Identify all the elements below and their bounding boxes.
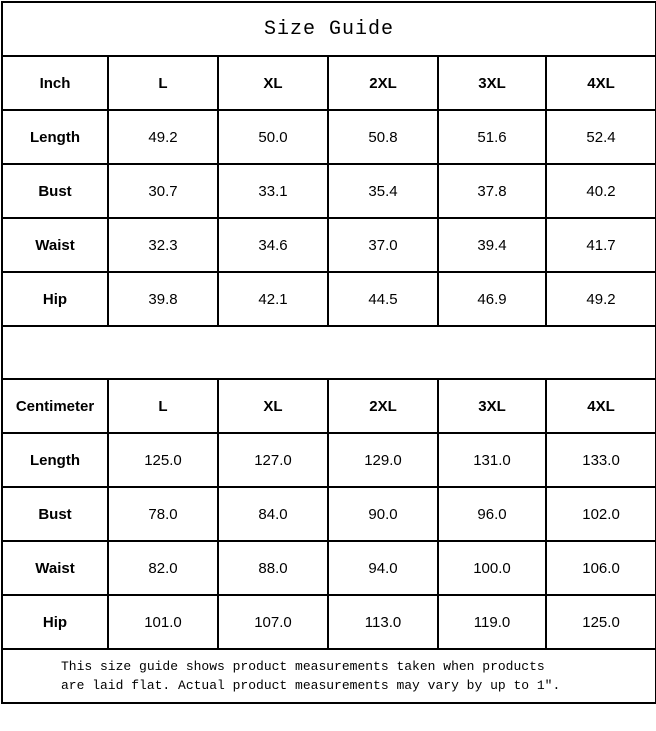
- measurement-value: 119.0: [437, 594, 547, 650]
- row-label-length: Length: [1, 109, 109, 165]
- size-column-header: L: [107, 55, 219, 111]
- measurement-value: 100.0: [437, 540, 547, 596]
- measurement-value: 113.0: [327, 594, 439, 650]
- row-label-bust: Bust: [1, 163, 109, 219]
- measurement-value: 129.0: [327, 432, 439, 488]
- measurement-value: 39.8: [107, 271, 219, 327]
- size-column-header: 4XL: [544, 378, 656, 434]
- measurement-value: 78.0: [107, 486, 219, 542]
- measurement-value: 88.0: [217, 540, 329, 596]
- measurement-value: 35.4: [327, 163, 439, 219]
- measurement-value: 52.4: [544, 109, 656, 165]
- measurement-value: 102.0: [544, 486, 656, 542]
- measurement-value: 41.7: [544, 217, 656, 273]
- size-column-header: 4XL: [544, 55, 656, 111]
- row-label-hip: Hip: [1, 594, 109, 650]
- size-column-header: 2XL: [327, 378, 439, 434]
- size-column-header: 3XL: [437, 378, 547, 434]
- measurement-value: 125.0: [544, 594, 656, 650]
- unit-header-centimeter: Centimeter: [1, 378, 109, 434]
- measurement-value: 33.1: [217, 163, 329, 219]
- size-column-header: XL: [217, 55, 329, 111]
- measurement-value: 32.3: [107, 217, 219, 273]
- unit-header-inch: Inch: [1, 55, 109, 111]
- row-label-waist: Waist: [1, 217, 109, 273]
- size-column-header: 3XL: [437, 55, 547, 111]
- size-guide-title: Size Guide: [0, 1, 656, 57]
- table-row: Hip 101.0 107.0 113.0 119.0 125.0: [1, 594, 656, 650]
- row-label-waist: Waist: [1, 540, 109, 596]
- table-row: Length 125.0 127.0 129.0 131.0 133.0: [1, 432, 656, 488]
- measurement-value: 37.8: [437, 163, 547, 219]
- measurement-value: 34.6: [217, 217, 329, 273]
- measurement-value: 39.4: [437, 217, 547, 273]
- measurement-value: 106.0: [544, 540, 656, 596]
- row-label-hip: Hip: [1, 271, 109, 327]
- measurement-value: 40.2: [544, 163, 656, 219]
- table-row: Bust 30.7 33.1 35.4 37.8 40.2: [1, 163, 656, 219]
- measurement-value: 44.5: [327, 271, 439, 327]
- table-row: Waist 82.0 88.0 94.0 100.0 106.0: [1, 540, 656, 596]
- measurement-value: 37.0: [327, 217, 439, 273]
- size-guide-footnote: This size guide shows product measuremen…: [0, 648, 656, 704]
- measurement-value: 90.0: [327, 486, 439, 542]
- measurement-value: 107.0: [217, 594, 329, 650]
- size-column-header: XL: [217, 378, 329, 434]
- measurement-value: 101.0: [107, 594, 219, 650]
- measurement-value: 49.2: [107, 109, 219, 165]
- measurement-value: 50.8: [327, 109, 439, 165]
- table-row: Waist 32.3 34.6 37.0 39.4 41.7: [1, 217, 656, 273]
- size-column-header: 2XL: [327, 55, 439, 111]
- table-row: Bust 78.0 84.0 90.0 96.0 102.0: [1, 486, 656, 542]
- measurement-value: 127.0: [217, 432, 329, 488]
- table-row: Length 49.2 50.0 50.8 51.6 52.4: [1, 109, 656, 165]
- table-spacer: [0, 325, 656, 380]
- row-label-bust: Bust: [1, 486, 109, 542]
- measurement-value: 46.9: [437, 271, 547, 327]
- measurement-value: 94.0: [327, 540, 439, 596]
- measurement-value: 131.0: [437, 432, 547, 488]
- row-label-length: Length: [1, 432, 109, 488]
- measurement-value: 125.0: [107, 432, 219, 488]
- footnote-line: are laid flat. Actual product measuremen…: [61, 678, 561, 693]
- measurement-value: 51.6: [437, 109, 547, 165]
- size-column-header: L: [107, 378, 219, 434]
- measurement-value: 133.0: [544, 432, 656, 488]
- table-row: Hip 39.8 42.1 44.5 46.9 49.2: [1, 271, 656, 327]
- measurement-value: 30.7: [107, 163, 219, 219]
- measurement-value: 42.1: [217, 271, 329, 327]
- measurement-value: 96.0: [437, 486, 547, 542]
- measurement-value: 84.0: [217, 486, 329, 542]
- measurement-value: 50.0: [217, 109, 329, 165]
- measurement-value: 82.0: [107, 540, 219, 596]
- size-guide-table: Size Guide Inch L XL 2XL 3XL 4XL Length …: [0, 1, 656, 704]
- measurement-value: 49.2: [544, 271, 656, 327]
- footnote-line: This size guide shows product measuremen…: [61, 659, 545, 674]
